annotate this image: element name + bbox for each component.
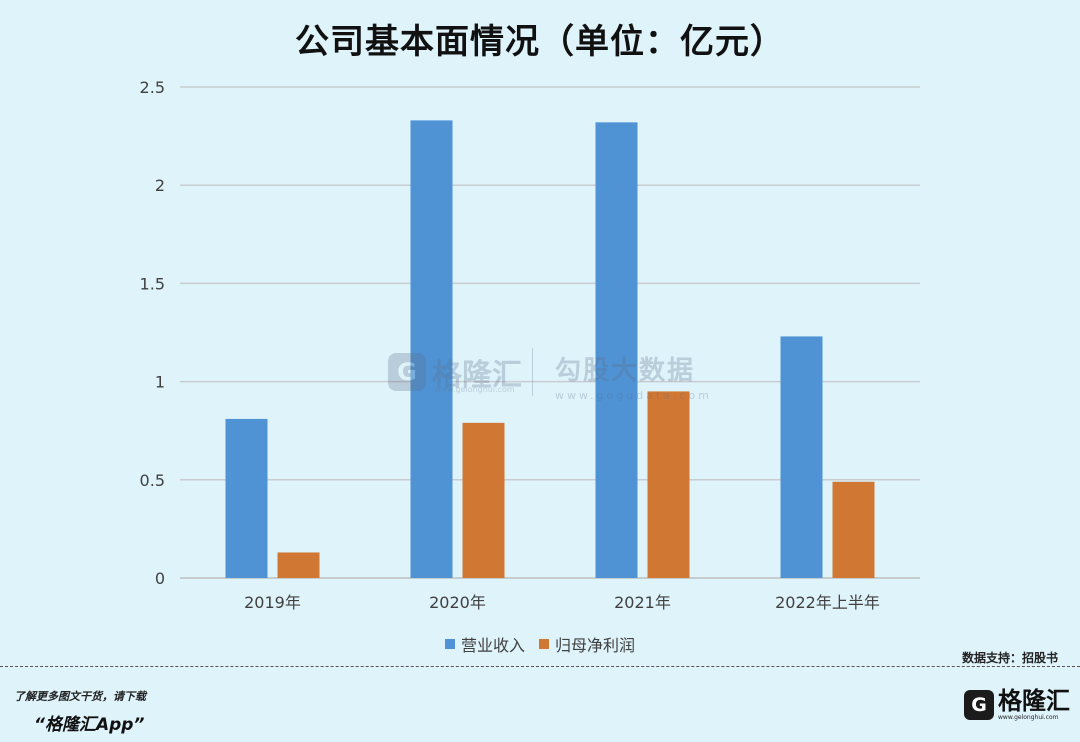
bar-revenue-0 bbox=[225, 418, 268, 578]
y-tick-label: 0 bbox=[155, 569, 165, 588]
bar-layer bbox=[225, 120, 875, 579]
x-tick-label: 2021年 bbox=[614, 593, 671, 612]
gelonghui-logo-icon: G bbox=[388, 353, 426, 391]
y-tick-label: 1.5 bbox=[140, 274, 165, 293]
bar-revenue-2 bbox=[595, 122, 638, 579]
legend-item-net-profit: 归母净利润 bbox=[539, 632, 635, 656]
y-tick-label: 2 bbox=[155, 176, 165, 195]
data-source: 数据支持：招股书 bbox=[961, 651, 1058, 665]
watermark-gelonghui: G 格隆汇 www.gelonghui.com bbox=[388, 350, 522, 394]
promo-text: 了解更多图文干货，请下载 bbox=[14, 690, 146, 703]
x-tick-label: 2019年 bbox=[244, 593, 301, 612]
bar-net-profit-2 bbox=[647, 391, 690, 578]
footer-logo-text: 格隆汇 bbox=[998, 687, 1070, 715]
legend: 营业收入 归母净利润 bbox=[0, 632, 1080, 656]
watermark-brand-url: www.gelonghui.com bbox=[434, 385, 515, 394]
legend-swatch-revenue bbox=[444, 639, 455, 649]
y-tick-label: 0.5 bbox=[140, 471, 165, 490]
bar-net-profit-3 bbox=[832, 481, 875, 578]
watermark-brand: 格隆汇 bbox=[432, 358, 522, 393]
chart-title: 公司基本面情况（单位：亿元） bbox=[295, 22, 785, 62]
footer-separator bbox=[0, 666, 1080, 667]
watermark-data-url: www.gogudata.com bbox=[555, 389, 712, 402]
watermark-gogudata: 勾股大数据 www.gogudata.com bbox=[555, 350, 712, 402]
bar-net-profit-1 bbox=[462, 422, 505, 578]
legend-item-revenue: 营业收入 bbox=[444, 632, 525, 656]
bar-revenue-1 bbox=[410, 120, 453, 578]
footer-logo: G 格隆汇 www.gelonghui.com bbox=[964, 688, 1070, 721]
y-tick-label: 2.5 bbox=[140, 78, 165, 97]
y-tick-label: 1 bbox=[155, 373, 165, 392]
watermark-data-brand: 勾股大数据 bbox=[555, 356, 696, 386]
watermark-divider bbox=[532, 348, 533, 396]
legend-swatch-net-profit bbox=[539, 639, 549, 649]
footer-logo-url: www.gelonghui.com bbox=[998, 714, 1059, 721]
legend-label-net-profit: 归母净利润 bbox=[555, 636, 636, 655]
gelonghui-logo-icon: G bbox=[964, 689, 994, 720]
x-tick-label: 2022年上半年 bbox=[775, 593, 880, 612]
promo-app-name: “格隆汇App” bbox=[34, 715, 145, 735]
bar-net-profit-0 bbox=[277, 552, 320, 578]
x-tick-label: 2020年 bbox=[429, 593, 486, 612]
legend-label-revenue: 营业收入 bbox=[460, 636, 525, 655]
tick-layer: 0 0.5 1 1.5 2 2.5 2019年 2020年 2021年 2022年上半年 bbox=[140, 78, 880, 612]
bar-revenue-3 bbox=[780, 336, 823, 578]
